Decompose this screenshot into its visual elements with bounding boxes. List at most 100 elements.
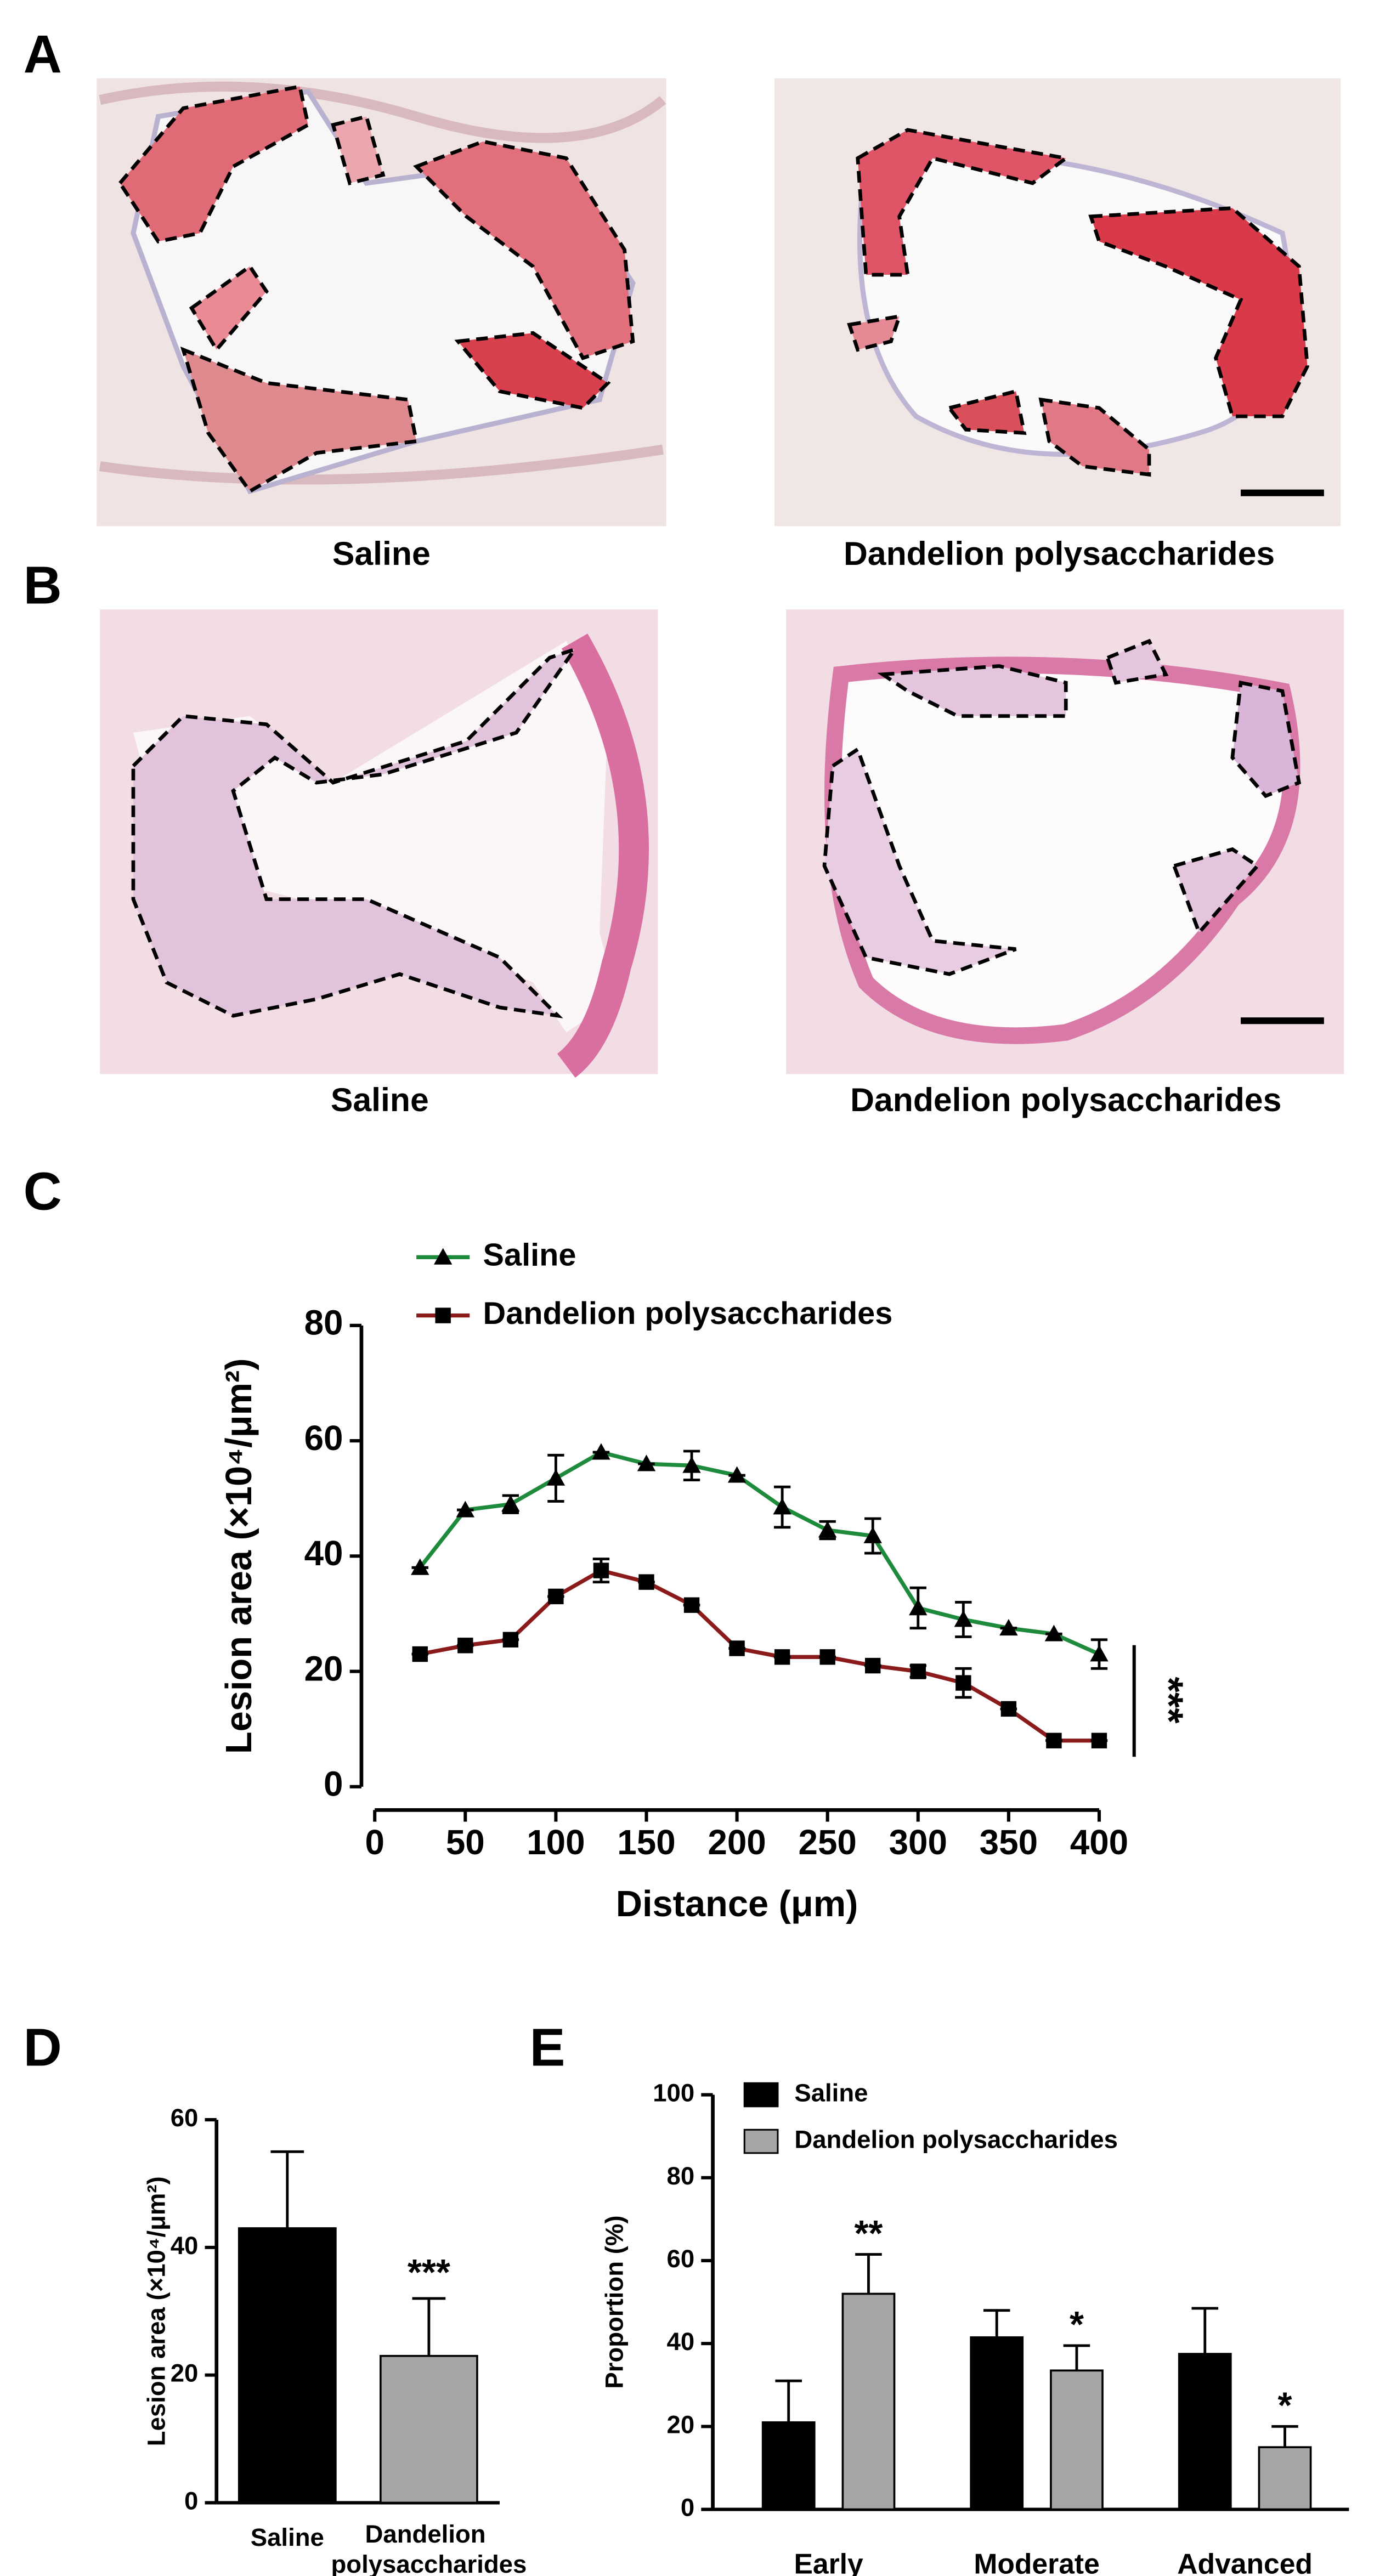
marker <box>1044 1624 1064 1641</box>
y-tick-label: 80 <box>667 2162 695 2190</box>
micrograph <box>97 78 666 526</box>
micrograph <box>100 609 658 1078</box>
image-caption: Saline <box>332 535 431 572</box>
marker <box>593 1562 609 1578</box>
bar <box>1050 2369 1104 2511</box>
legend-swatch <box>743 2082 779 2108</box>
bar <box>1258 2446 1312 2511</box>
y-tick-label: 0 <box>184 2487 198 2515</box>
marker <box>683 1597 700 1613</box>
x-tick-label: Early <box>794 2547 863 2576</box>
marker <box>774 1649 790 1665</box>
marker <box>910 1663 926 1679</box>
x-tick-label: Advanced <box>1177 2547 1313 2576</box>
legend-label: Dandelion polysaccharides <box>794 2126 1118 2154</box>
marker <box>1090 1645 1109 1662</box>
annotation: *** <box>1146 1677 1191 1724</box>
micrograph <box>774 78 1341 526</box>
marker <box>954 1610 973 1627</box>
marker <box>955 1675 971 1691</box>
y-tick-label: 60 <box>171 2104 199 2132</box>
y-tick-label: 40 <box>667 2328 695 2356</box>
series-line <box>418 1450 1100 1656</box>
y-tick-label: 20 <box>304 1649 343 1688</box>
panel-label: B <box>24 555 62 615</box>
marker <box>1091 1733 1107 1748</box>
y-axis-label: Lesion area (×10⁴/μm²) <box>219 1358 259 1754</box>
x-tick-label: 100 <box>527 1822 585 1862</box>
x-tick-label: 200 <box>708 1822 766 1862</box>
marker <box>729 1640 745 1656</box>
series-line <box>420 1568 1099 1743</box>
legend-label: Dandelion polysaccharides <box>483 1296 893 1331</box>
significance: ** <box>854 2213 883 2254</box>
marker <box>638 1574 654 1590</box>
y-tick-label: 0 <box>324 1764 343 1804</box>
legend-swatch <box>743 2128 779 2154</box>
x-tick-label: Saline <box>251 2523 324 2551</box>
y-tick-label: 40 <box>304 1533 343 1573</box>
marker <box>865 1657 881 1674</box>
x-tick-label: 400 <box>1070 1822 1128 1862</box>
marker <box>546 1469 566 1486</box>
image-caption: Dandelion polysaccharides <box>844 535 1275 572</box>
y-axis-label: Proportion (%) <box>600 2215 628 2388</box>
marker <box>818 1521 837 1538</box>
x-tick-label: 150 <box>617 1822 675 1862</box>
marker <box>501 1495 520 1512</box>
marker <box>592 1443 610 1460</box>
x-tick-label: Dandelion polysaccharides <box>331 2520 527 2576</box>
bar <box>380 2354 478 2504</box>
marker <box>909 1599 928 1616</box>
marker <box>637 1454 656 1471</box>
significance: *** <box>408 2252 450 2293</box>
panel-label: A <box>24 24 62 84</box>
x-tick-label: 0 <box>365 1822 384 1862</box>
legend-marker <box>433 1248 453 1265</box>
bar <box>761 2421 816 2511</box>
marker <box>548 1588 564 1605</box>
significance: * <box>1070 2305 1084 2345</box>
micrograph <box>786 609 1344 1074</box>
bar <box>841 2292 896 2511</box>
marker <box>1000 1701 1017 1717</box>
x-tick-label: 350 <box>980 1822 1038 1862</box>
y-tick-label: 60 <box>667 2245 695 2273</box>
marker <box>456 1501 475 1518</box>
legend-marker <box>435 1307 451 1323</box>
marker <box>773 1498 791 1515</box>
image-caption: Saline <box>331 1081 429 1118</box>
marker <box>457 1638 473 1654</box>
y-tick-label: 0 <box>681 2494 694 2522</box>
x-tick-label: 300 <box>889 1822 947 1862</box>
marker <box>682 1456 701 1473</box>
marker <box>412 1646 428 1662</box>
y-axis-label: Lesion area (×10⁴/μm²) <box>143 2176 171 2446</box>
y-tick-label: 60 <box>304 1418 343 1458</box>
panel-label: E <box>530 2017 566 2077</box>
legend-label: Saline <box>794 2079 868 2107</box>
legend-label: Saline <box>483 1238 576 1273</box>
image-caption: Dandelion polysaccharides <box>850 1081 1281 1118</box>
panel-label: C <box>24 1162 62 1221</box>
bar <box>1178 2353 1232 2511</box>
marker <box>819 1649 835 1665</box>
bar <box>970 2336 1024 2511</box>
y-tick-label: 40 <box>171 2232 199 2260</box>
y-tick-label: 80 <box>304 1303 343 1343</box>
marker <box>863 1526 882 1543</box>
y-tick-label: 100 <box>653 2079 694 2107</box>
marker <box>502 1632 519 1647</box>
bar <box>238 2227 337 2504</box>
y-tick-label: 20 <box>171 2359 199 2387</box>
x-axis-label: Distance (μm) <box>616 1884 858 1924</box>
y-tick-label: 20 <box>667 2410 695 2438</box>
marker <box>411 1558 429 1575</box>
marker <box>999 1619 1018 1636</box>
x-tick-label: 50 <box>446 1822 485 1862</box>
panel-label: D <box>24 2017 62 2077</box>
marker <box>727 1466 747 1483</box>
marker <box>1046 1733 1062 1748</box>
